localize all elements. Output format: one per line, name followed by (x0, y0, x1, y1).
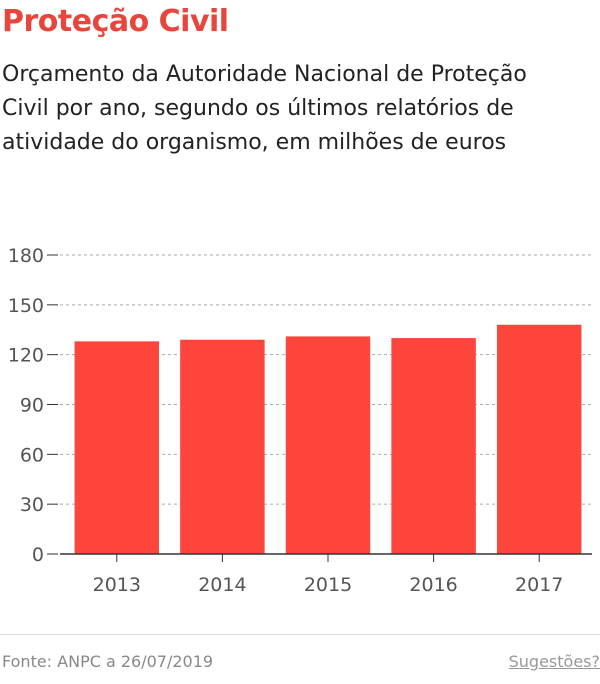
x-tick-label: 2014 (198, 574, 246, 596)
y-tick-label: 180 (8, 245, 44, 267)
suggestions-link[interactable]: Sugestões? (508, 652, 600, 671)
x-tick-label: 2013 (93, 574, 141, 596)
y-tick-label: 120 (8, 345, 44, 367)
y-tick-label: 30 (20, 494, 44, 516)
y-tick-label: 150 (8, 295, 44, 317)
bar-2013 (74, 341, 160, 554)
axes: 0 30 60 90 120 150 180 2013 2014 2015 2016 2017 (8, 245, 592, 596)
bar-2016 (391, 338, 476, 554)
x-tick-label: 2015 (304, 574, 352, 596)
chart-subtitle: Orçamento da Autoridade Nacional de Prot… (2, 62, 527, 155)
bar-2015 (285, 336, 371, 554)
bars (74, 324, 582, 554)
chart-title: Proteção Civil (2, 4, 229, 39)
x-tick-label: 2016 (409, 574, 457, 596)
y-tick-label: 0 (32, 544, 44, 566)
bar-2014 (180, 339, 265, 554)
bar-2017 (496, 324, 582, 554)
y-tick-label: 90 (20, 395, 44, 417)
bar-chart: 0 30 60 90 120 150 180 2013 2014 2015 2016 2017 (8, 245, 592, 596)
x-tick-label: 2017 (515, 574, 563, 596)
y-tick-label: 60 (20, 444, 44, 466)
footer-divider (0, 634, 600, 635)
source-note: Fonte: ANPC a 26/07/2019 (2, 652, 214, 671)
